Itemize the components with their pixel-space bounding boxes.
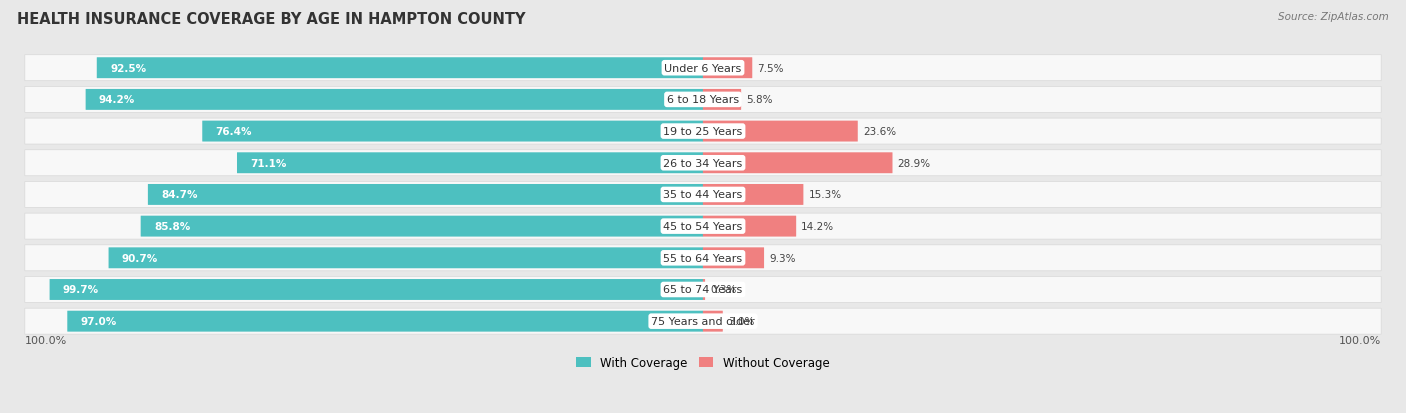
- FancyBboxPatch shape: [202, 121, 703, 142]
- FancyBboxPatch shape: [25, 214, 1381, 240]
- Text: 9.3%: 9.3%: [769, 253, 796, 263]
- Text: 71.1%: 71.1%: [250, 158, 287, 169]
- Text: 100.0%: 100.0%: [1339, 335, 1381, 345]
- Text: 14.2%: 14.2%: [801, 222, 834, 232]
- Text: 6 to 18 Years: 6 to 18 Years: [666, 95, 740, 105]
- Text: Source: ZipAtlas.com: Source: ZipAtlas.com: [1278, 12, 1389, 22]
- Text: 15.3%: 15.3%: [808, 190, 842, 200]
- FancyBboxPatch shape: [703, 121, 858, 142]
- FancyBboxPatch shape: [238, 153, 703, 174]
- FancyBboxPatch shape: [25, 277, 1381, 303]
- Text: 23.6%: 23.6%: [863, 127, 896, 137]
- FancyBboxPatch shape: [703, 216, 796, 237]
- Text: 19 to 25 Years: 19 to 25 Years: [664, 127, 742, 137]
- Text: 45 to 54 Years: 45 to 54 Years: [664, 222, 742, 232]
- FancyBboxPatch shape: [97, 58, 703, 79]
- Text: 75 Years and older: 75 Years and older: [651, 316, 755, 326]
- FancyBboxPatch shape: [25, 245, 1381, 271]
- FancyBboxPatch shape: [108, 248, 703, 268]
- Text: 94.2%: 94.2%: [98, 95, 135, 105]
- Text: 76.4%: 76.4%: [215, 127, 252, 137]
- FancyBboxPatch shape: [703, 311, 723, 332]
- Text: 92.5%: 92.5%: [110, 64, 146, 74]
- Text: 0.3%: 0.3%: [710, 285, 737, 295]
- Text: 55 to 64 Years: 55 to 64 Years: [664, 253, 742, 263]
- FancyBboxPatch shape: [703, 153, 893, 174]
- Legend: With Coverage, Without Coverage: With Coverage, Without Coverage: [572, 352, 834, 374]
- FancyBboxPatch shape: [49, 279, 703, 300]
- FancyBboxPatch shape: [25, 119, 1381, 145]
- Text: HEALTH INSURANCE COVERAGE BY AGE IN HAMPTON COUNTY: HEALTH INSURANCE COVERAGE BY AGE IN HAMP…: [17, 12, 526, 27]
- FancyBboxPatch shape: [25, 182, 1381, 208]
- Text: 26 to 34 Years: 26 to 34 Years: [664, 158, 742, 169]
- FancyBboxPatch shape: [141, 216, 703, 237]
- FancyBboxPatch shape: [703, 248, 763, 268]
- Text: 3.0%: 3.0%: [728, 316, 754, 326]
- Text: 5.8%: 5.8%: [747, 95, 773, 105]
- FancyBboxPatch shape: [703, 279, 704, 300]
- Text: 100.0%: 100.0%: [25, 335, 67, 345]
- FancyBboxPatch shape: [703, 58, 752, 79]
- Text: 99.7%: 99.7%: [63, 285, 98, 295]
- FancyBboxPatch shape: [67, 311, 703, 332]
- Text: 85.8%: 85.8%: [153, 222, 190, 232]
- FancyBboxPatch shape: [86, 90, 703, 111]
- Text: 7.5%: 7.5%: [758, 64, 785, 74]
- Text: 97.0%: 97.0%: [80, 316, 117, 326]
- FancyBboxPatch shape: [703, 185, 803, 205]
- FancyBboxPatch shape: [703, 90, 741, 111]
- Text: 28.9%: 28.9%: [897, 158, 931, 169]
- FancyBboxPatch shape: [25, 150, 1381, 176]
- Text: 90.7%: 90.7%: [122, 253, 157, 263]
- Text: Under 6 Years: Under 6 Years: [665, 64, 741, 74]
- Text: 84.7%: 84.7%: [162, 190, 198, 200]
- FancyBboxPatch shape: [25, 56, 1381, 81]
- FancyBboxPatch shape: [25, 87, 1381, 113]
- FancyBboxPatch shape: [148, 185, 703, 205]
- FancyBboxPatch shape: [25, 309, 1381, 335]
- Text: 35 to 44 Years: 35 to 44 Years: [664, 190, 742, 200]
- Text: 65 to 74 Years: 65 to 74 Years: [664, 285, 742, 295]
